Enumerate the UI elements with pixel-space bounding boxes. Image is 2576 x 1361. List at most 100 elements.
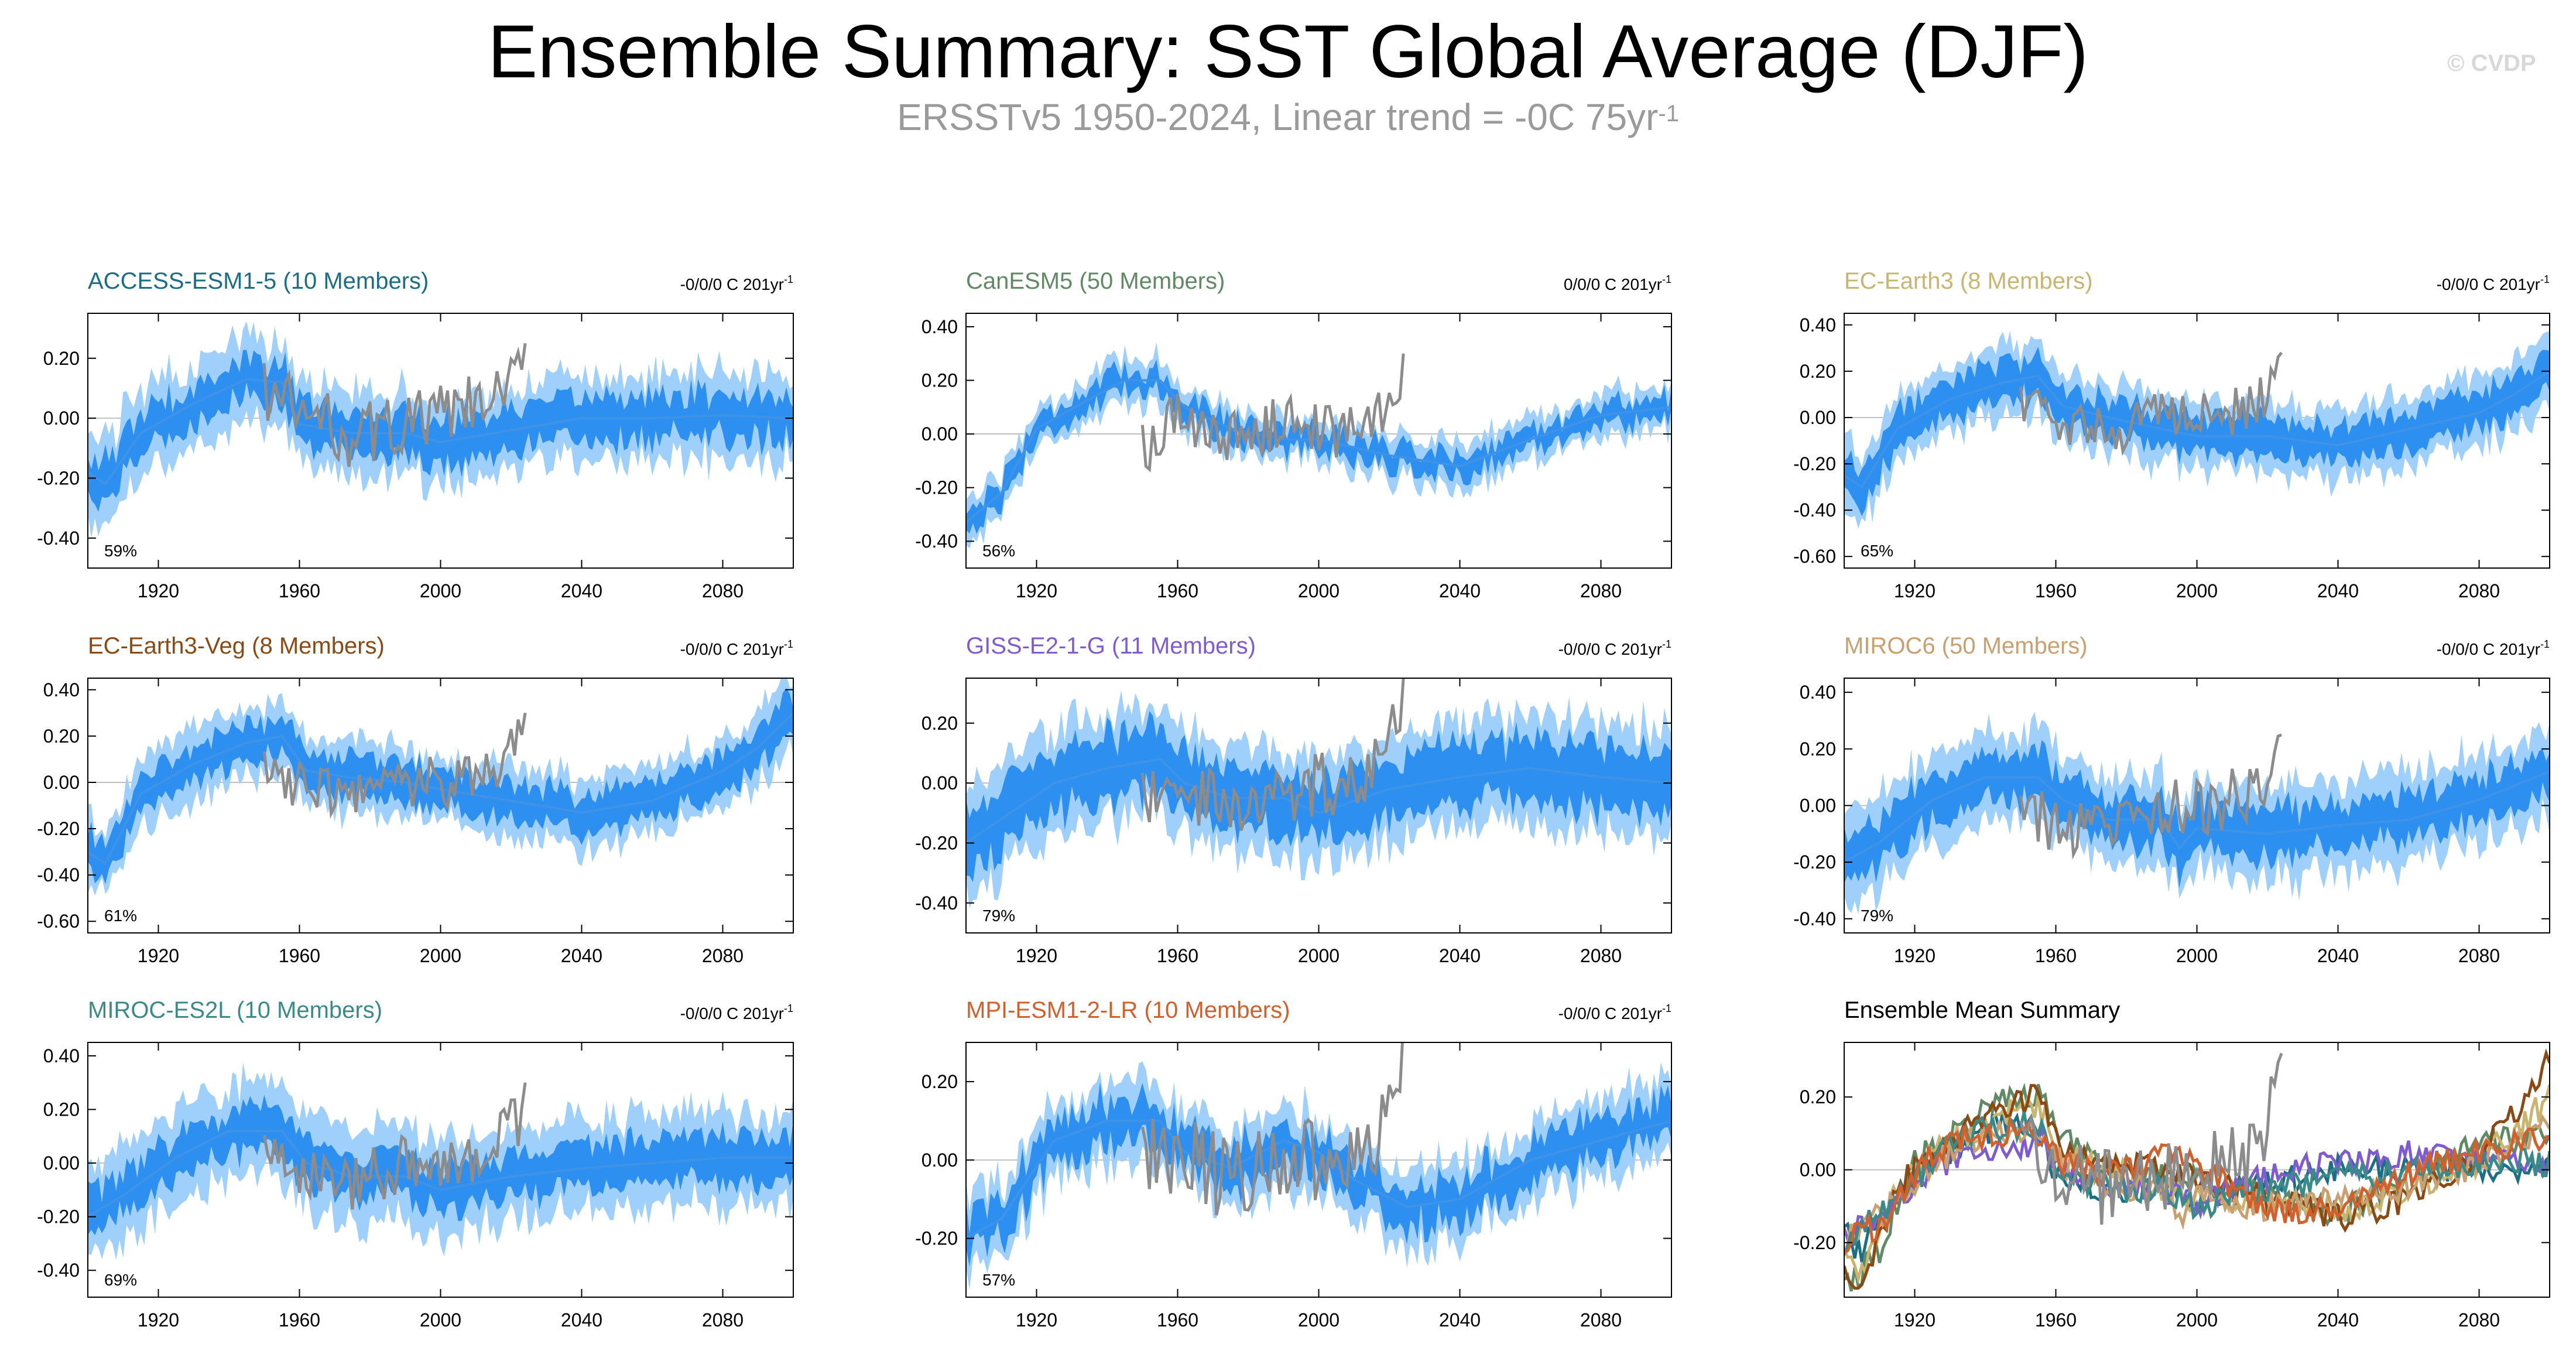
trend-label-exponent: -1 (784, 273, 793, 285)
y-tick-label: -0.20 (37, 467, 80, 488)
x-tick-label: 2000 (1298, 580, 1340, 601)
y-tick-label: 0.40 (922, 316, 958, 337)
x-tick-label: 2040 (1439, 580, 1481, 601)
observations-line (1140, 1042, 1404, 1216)
ensemble-mean-line (88, 1130, 793, 1218)
x-tick-label: 2040 (1439, 945, 1481, 966)
x-tick-label: 1920 (138, 580, 179, 601)
percent-label: 79% (1861, 907, 1893, 925)
y-tick-label: 0.40 (43, 679, 80, 700)
y-tick-label: 0.20 (1800, 1086, 1836, 1107)
x-tick-label: 2000 (2176, 1309, 2218, 1331)
y-tick-label: -0.40 (1793, 908, 1836, 929)
x-tick-label: 2080 (2458, 580, 2500, 601)
trend-label-exponent: -1 (784, 638, 793, 650)
trend-label-text: -0/0/0 C 201yr (2437, 275, 2540, 293)
x-tick-label: 1960 (279, 1309, 320, 1331)
percent-label: 61% (104, 907, 137, 925)
y-tick-label: -0.20 (1793, 453, 1836, 474)
x-tick-label: 1960 (1157, 1309, 1198, 1331)
trend-label-exponent: -1 (2540, 638, 2550, 650)
x-tick-label: 2000 (420, 1309, 461, 1331)
y-tick-label: 0.20 (922, 713, 958, 734)
chart-title: Ensemble Mean Summary (1844, 997, 2120, 1023)
y-tick-label: 0.40 (1800, 314, 1836, 336)
y-tick-label: -0.20 (1793, 852, 1836, 873)
y-tick-label: 0.00 (43, 1153, 80, 1174)
x-tick-label: 2080 (2458, 1309, 2500, 1331)
chart-panel: Ensemble Mean Summary -0.20 0.00 0.20 1920 19… (1793, 997, 2550, 1331)
x-tick-label: 2040 (1439, 1309, 1481, 1331)
y-tick-label: 0.00 (922, 423, 958, 444)
y-tick-label: 0.00 (1800, 1160, 1836, 1181)
x-tick-label: 2080 (702, 580, 744, 601)
y-tick-label: -0.40 (915, 892, 958, 914)
trend-label-exponent: -1 (1662, 1003, 1671, 1014)
x-tick-label: 2040 (561, 945, 602, 966)
plot-area (966, 678, 1671, 908)
y-tick-label: 0.00 (43, 772, 80, 793)
x-tick-label: 1960 (2035, 1309, 2077, 1331)
observations-line (2019, 733, 2283, 860)
ensemble-mean-line (966, 758, 1671, 844)
subtitle-text: ERSSTv5 1950-2024, Linear trend = -0C 75… (897, 96, 1659, 138)
y-tick-label: -0.20 (915, 477, 958, 498)
x-tick-label: 1960 (1157, 580, 1198, 601)
spread-inner-band (1844, 347, 2550, 517)
x-tick-label: 2080 (1580, 580, 1622, 601)
x-tick-label: 2000 (420, 580, 461, 601)
y-tick-label: -0.60 (1793, 546, 1836, 567)
y-tick-label: -0.20 (37, 818, 80, 839)
chart-panel: GISS-E2-1-G (11 Members) -0/0/0 C 201yr-1… (915, 633, 1672, 966)
percent-label: 69% (104, 1271, 137, 1289)
x-tick-label: 2040 (561, 1309, 602, 1331)
trend-label: 0/0/0 C 201yr-1 (1564, 273, 1671, 293)
x-tick-label: 2080 (702, 945, 744, 966)
x-tick-label: 1960 (2035, 580, 2077, 601)
chart-panel: CanESM5 (50 Members) 0/0/0 C 201yr-1 -0.40… (915, 268, 1672, 601)
observations-line (262, 1082, 527, 1210)
x-tick-label: 2000 (2176, 945, 2218, 966)
trend-label-exponent: -1 (1662, 638, 1671, 650)
y-tick-label: 0.20 (922, 370, 958, 391)
chart-panel: ACCESS-ESM1-5 (10 Members) -0/0/0 C 201yr… (37, 268, 794, 601)
y-tick-label: 0.40 (1800, 682, 1836, 703)
trend-label-text: -0/0/0 C 201yr (680, 275, 784, 293)
chart-panel: MIROC6 (50 Members) -0/0/0 C 201yr-1 -0.40… (1793, 633, 2550, 966)
plot-area (88, 678, 793, 896)
x-tick-label: 2040 (2317, 945, 2359, 966)
observations-line (2019, 351, 2283, 456)
ensemble-mean-line (966, 1119, 1671, 1240)
chart-panel: EC-Earth3-Veg (8 Members) -0/0/0 C 201yr-… (37, 633, 794, 966)
x-tick-label: 2040 (2317, 1309, 2359, 1331)
y-tick-label: 0.20 (1800, 738, 1836, 760)
plot-area (1844, 1048, 2550, 1292)
percent-label: 65% (1861, 542, 1893, 560)
ensemble-mean-line (1844, 770, 2550, 863)
trend-label: -0/0/0 C 201yr-1 (2437, 638, 2550, 658)
x-tick-label: 1920 (1894, 945, 1936, 966)
y-tick-label: -0.20 (915, 832, 958, 853)
chart-title: GISS-E2-1-G (11 Members) (966, 633, 1256, 659)
y-tick-label: 0.00 (922, 1150, 958, 1171)
chart-title: MIROC6 (50 Members) (1844, 633, 2088, 659)
ensemble-mean-line (88, 378, 793, 486)
chart-panel: EC-Earth3 (8 Members) -0/0/0 C 201yr-1 -0.… (1793, 268, 2550, 601)
subtitle-exponent: -1 (1658, 101, 1679, 126)
x-tick-label: 1920 (138, 1309, 179, 1331)
y-tick-label: -0.40 (37, 864, 80, 885)
x-tick-label: 1960 (1157, 945, 1198, 966)
ensemble-mean-line (1844, 370, 2550, 489)
x-tick-label: 2040 (561, 580, 602, 601)
x-tick-label: 1920 (1016, 580, 1057, 601)
observations-line (1140, 678, 1405, 831)
chart-title: EC-Earth3-Veg (8 Members) (88, 633, 385, 659)
trend-label-text: -0/0/0 C 201yr (680, 640, 784, 658)
y-tick-label: 0.00 (1800, 407, 1836, 428)
y-tick-label: 0.20 (43, 348, 80, 369)
x-tick-label: 2040 (2317, 580, 2359, 601)
trend-label: -0/0/0 C 201yr-1 (2437, 273, 2550, 293)
subtitle: ERSSTv5 1950-2024, Linear trend = -0C 75… (0, 94, 2576, 141)
y-tick-label: -0.40 (915, 531, 958, 552)
